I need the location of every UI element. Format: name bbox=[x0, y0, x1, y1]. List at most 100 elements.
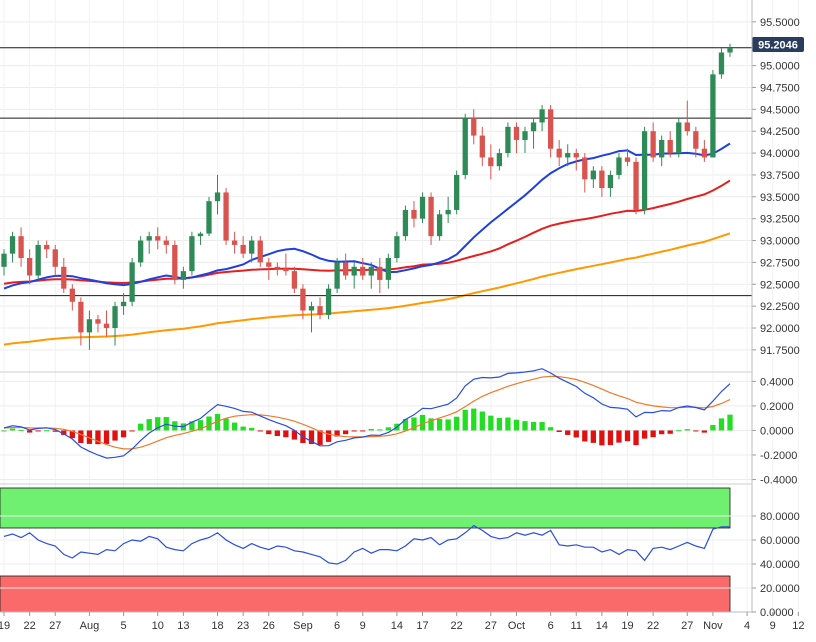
macd-histogram-bar bbox=[616, 430, 622, 443]
candle bbox=[18, 227, 24, 267]
macd-histogram-bar bbox=[266, 430, 272, 435]
date-tick-label: 11 bbox=[571, 620, 582, 632]
macd-histogram-bar bbox=[274, 430, 280, 436]
macd-histogram-bar bbox=[283, 430, 289, 438]
candle bbox=[44, 240, 50, 259]
macd-histogram-bar bbox=[155, 417, 161, 431]
candle bbox=[667, 131, 673, 158]
candle-body bbox=[172, 244, 178, 280]
macd-histogram-bar bbox=[659, 430, 665, 435]
candle-body bbox=[78, 301, 84, 333]
candle-body bbox=[693, 131, 699, 149]
candle bbox=[471, 109, 477, 145]
macd-histogram-bar bbox=[471, 408, 477, 431]
candle-body bbox=[197, 233, 204, 237]
candle bbox=[641, 126, 648, 215]
candle-body bbox=[547, 109, 554, 149]
macd-histogram-bar bbox=[138, 423, 144, 431]
price-tick-label: 92.2500 bbox=[760, 301, 800, 313]
candle bbox=[445, 196, 451, 224]
candle bbox=[530, 118, 537, 149]
macd-histogram-bar bbox=[633, 430, 639, 446]
macd-histogram-bar bbox=[120, 430, 127, 438]
candle bbox=[565, 144, 571, 167]
date-tick-label: Oct bbox=[508, 620, 525, 632]
macd-histogram-bar bbox=[505, 417, 511, 431]
macd-histogram-bar bbox=[701, 430, 708, 433]
candle-body bbox=[52, 249, 58, 267]
date-tick-label: 27 bbox=[49, 620, 61, 632]
macd-tick-label: 0.4000 bbox=[760, 376, 794, 388]
date-tick-label: 12 bbox=[792, 620, 804, 632]
date-tick-label: 23 bbox=[237, 620, 249, 632]
candle-body bbox=[385, 258, 392, 280]
candle-body bbox=[351, 266, 357, 276]
macd-histogram-bar bbox=[573, 430, 579, 438]
candle bbox=[377, 258, 383, 294]
candle-body bbox=[599, 170, 605, 189]
macd-tick-label: -0.4000 bbox=[760, 475, 797, 487]
candle bbox=[539, 104, 545, 132]
candle bbox=[325, 284, 332, 320]
candle-body bbox=[214, 192, 221, 202]
candle-body bbox=[565, 153, 571, 158]
macd-histogram-bar bbox=[547, 427, 554, 431]
candle bbox=[308, 301, 315, 333]
macd-histogram-bar bbox=[206, 416, 212, 431]
candle-body bbox=[488, 157, 494, 167]
date-tick-label: 22 bbox=[647, 620, 659, 632]
candle-body bbox=[26, 258, 33, 276]
macd-histogram-bar bbox=[530, 422, 537, 431]
macd-histogram-bar bbox=[325, 430, 332, 442]
candle-body bbox=[727, 48, 733, 53]
candle bbox=[240, 236, 246, 259]
date-tick-label: 13 bbox=[177, 620, 189, 632]
macd-histogram-bar bbox=[710, 425, 716, 431]
date-tick-label: Sep bbox=[293, 620, 313, 632]
candle-body bbox=[590, 170, 596, 180]
macd-histogram-bar bbox=[95, 430, 101, 445]
macd-histogram-bar bbox=[590, 430, 596, 443]
macd-histogram-bar bbox=[146, 419, 152, 431]
macd-histogram-bar bbox=[291, 430, 298, 440]
candle-body bbox=[530, 122, 537, 132]
candle bbox=[317, 297, 323, 320]
candle-body bbox=[86, 319, 93, 333]
macd-histogram-bar bbox=[676, 430, 682, 432]
candle-body bbox=[129, 262, 135, 302]
candle-body bbox=[206, 201, 212, 234]
candle bbox=[78, 297, 84, 346]
candle-body bbox=[394, 236, 400, 259]
candle-body bbox=[505, 126, 511, 154]
candle bbox=[582, 153, 588, 193]
candle-body bbox=[471, 118, 477, 136]
candle bbox=[129, 258, 135, 307]
candle bbox=[1, 249, 7, 276]
candle bbox=[266, 258, 272, 280]
candle-body bbox=[436, 214, 443, 237]
candle-body bbox=[710, 74, 716, 158]
candle-body bbox=[445, 209, 451, 215]
candle bbox=[496, 148, 503, 171]
macd-histogram-bar bbox=[624, 430, 631, 442]
macd-histogram-bar bbox=[650, 430, 656, 438]
macd-histogram-bar bbox=[445, 419, 451, 431]
candle-body bbox=[69, 288, 75, 302]
candle bbox=[676, 118, 682, 158]
candle-body bbox=[454, 174, 460, 210]
candle bbox=[334, 258, 340, 294]
price-horizontal-lines bbox=[0, 47, 752, 297]
date-tick-label: 5 bbox=[121, 620, 127, 632]
candle bbox=[95, 314, 101, 333]
candle-body bbox=[231, 240, 238, 245]
current-price-label: 95.2046 bbox=[758, 40, 798, 52]
macd-histogram-bar bbox=[18, 429, 24, 431]
candle bbox=[112, 301, 118, 346]
candle bbox=[616, 153, 622, 180]
candle-body bbox=[684, 122, 690, 132]
candle-body bbox=[163, 240, 169, 245]
candle-body bbox=[650, 131, 656, 158]
candle-body bbox=[35, 244, 41, 276]
candle bbox=[718, 48, 725, 79]
macd-histogram-bar bbox=[334, 430, 340, 437]
